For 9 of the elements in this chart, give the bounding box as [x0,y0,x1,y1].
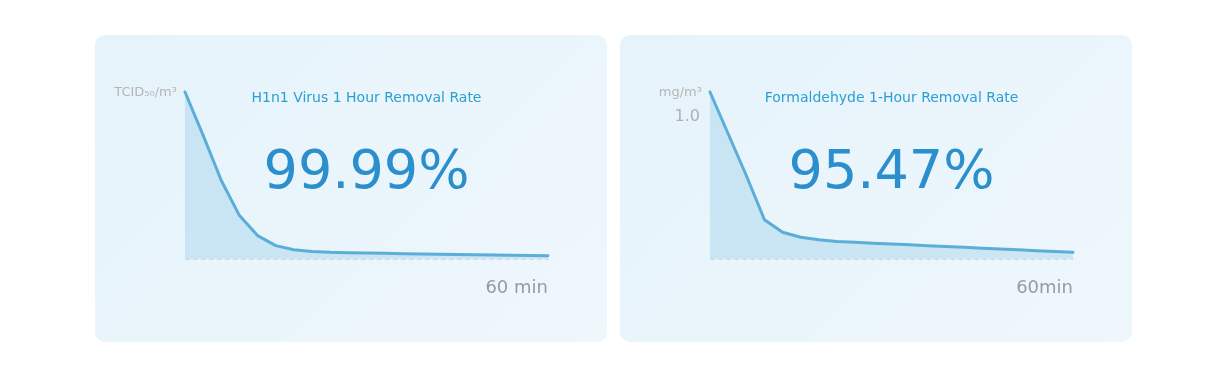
text: 60min [1016,276,1073,297]
y-axis-title: mg/m³ [658,84,702,99]
annotation: 99.99% [263,138,470,202]
text: 1.0 [674,106,700,125]
annotation: 95.47% [788,138,995,202]
chart-title: Formaldehyde 1-Hour Removal Rate [764,89,1019,105]
text: 60 min [485,276,548,297]
chart-title: H1n1 Virus 1 Hour Removal Rate [251,89,482,105]
y-axis-title: TCID₅₀/m³ [113,84,177,99]
